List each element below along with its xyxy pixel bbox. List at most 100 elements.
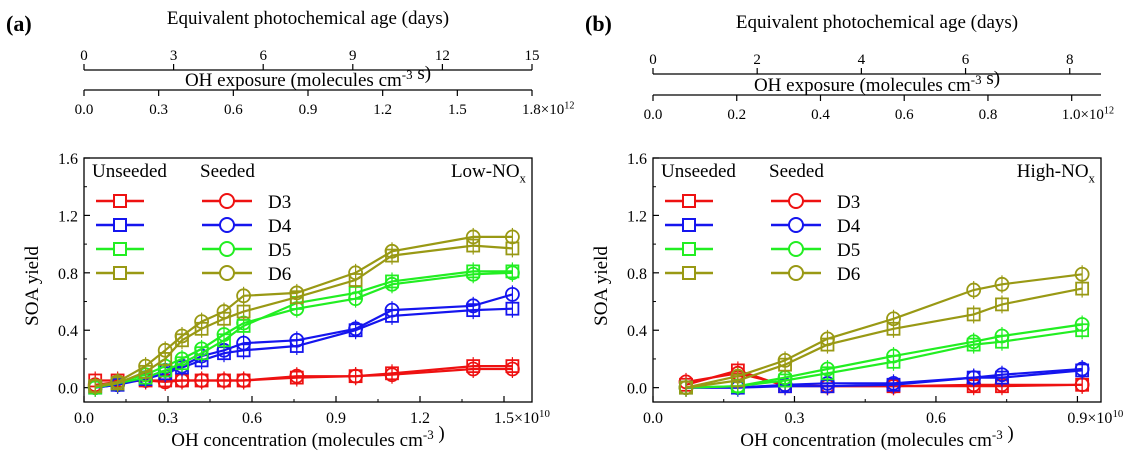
series-line [686,367,1083,389]
data-point-square [236,304,251,319]
data-point-circle [289,368,305,384]
data-point-circle [505,229,520,245]
legend-circle-marker [788,217,804,233]
x-tick-label: 0.3 [784,410,804,427]
data-point-circle [1074,266,1090,282]
top-axis-1-tick-label: 0.9 [299,102,318,118]
data-point-circle [994,328,1010,344]
data-point-circle [820,361,835,377]
data-point-circle [505,361,520,377]
y-tick-label: 0.4 [58,323,78,340]
top-axis-1-tick-label: 0.0 [75,102,94,118]
series-line [95,244,513,388]
top-axis-1-tick-label: 0.6 [224,102,243,118]
series-line [685,287,1083,389]
top-axis-2-tick-label: 9 [349,48,357,64]
top-axis-2-tick-label: 6 [259,48,267,64]
legend-label: D3 [268,192,291,213]
data-point-circle [465,229,481,245]
top-axis-2-tick-label: 0 [649,52,657,68]
top-axis-1-tick-label: 1.0×1012 [1062,105,1114,123]
legend-circle-marker [788,265,804,281]
y-axis-label: SOA yield [591,246,612,326]
data-point-circle [966,282,982,298]
top-axis-2-tick-label: 4 [858,52,866,68]
legend-label: D4 [837,216,861,237]
data-point-circle [194,373,210,388]
plot-frame [83,157,533,403]
data-point-circle [174,351,190,367]
legend-square-marker [113,218,127,232]
legend-header-unseeded: Unseeded [661,161,736,182]
data-point-circle [465,298,481,314]
y-tick-label: 0.0 [627,381,647,398]
y-tick-label: 0.0 [58,381,78,398]
top-axis-1-tick-label: 0.8 [979,107,998,123]
series-D3-square [88,357,520,390]
panel-label: (a) [6,11,32,36]
top-axis-1-label: OH exposure (molecules cm-3 s) [754,68,1000,96]
series-line [685,323,1083,389]
top-axis-2-label: Equivalent photochemical age (days) [736,12,1018,33]
x-tick-label: 0.0 [643,410,663,427]
x-tick-label: 0.9 [326,410,346,427]
legend-circle-marker [219,193,235,209]
legend-circle-marker [219,241,235,257]
x-tick-label: 0.6 [926,410,946,427]
legend-square-marker [113,266,127,280]
legend-square-marker [682,266,696,280]
legend-label: D4 [268,216,292,237]
top-axis-1-tick-label: 1.5 [448,102,467,118]
legend-label: D5 [268,240,291,261]
data-point-circle [216,373,232,388]
data-point-circle [730,368,746,384]
y-tick-label: 1.6 [627,151,647,168]
data-point-circle [174,328,190,344]
x-axis-label: OH concentration (molecules cm-3 ) [171,423,445,451]
data-point-circle [1074,317,1090,332]
legend-square-marker [113,242,127,256]
top-axis-1-tick-label: 0.4 [811,107,830,123]
data-point-circle [820,331,835,347]
legend-header-seeded: Seeded [769,161,824,182]
plot-frame [652,157,1102,403]
data-point-circle [994,367,1010,383]
legend-label: D3 [837,192,860,213]
legend-header-seeded: Seeded [200,161,255,182]
data-point-circle [886,348,901,364]
data-point-circle [110,374,125,390]
data-point-circle [465,361,481,377]
panel-a: (a) 0.0 0.3 0.6 0.9 1.2 1.5×1010 OH concentrati… [6,8,574,451]
y-tick-label: 1.2 [627,208,647,225]
data-point-circle [678,380,694,396]
panel-label: (b) [585,11,612,36]
x-tick-label: 0.6 [242,410,262,427]
data-point-circle [465,266,481,282]
legend-circle-marker [788,193,804,209]
y-tick-label: 1.6 [58,151,78,168]
x-axis-label: OH concentration (molecules cm-3 ) [740,423,1014,451]
top-axis-2-tick-label: 2 [753,52,761,68]
data-point-circle [157,342,173,358]
top-axis-1-label: OH exposure (molecules cm-3 s) [185,63,431,91]
x-tick-label: 0.0 [74,410,94,427]
data-point-circle [194,341,210,357]
data-point-circle [348,321,364,337]
top-axis-2-tick-label: 12 [435,48,450,64]
legend-label: D6 [268,264,291,285]
top-axis-1-tick-label: 0.2 [727,107,746,123]
data-point-circle [236,335,252,351]
data-point-circle [777,352,793,368]
data-point-circle [348,291,364,307]
data-point-circle [348,368,364,384]
data-point-circle [384,276,400,292]
top-axis-2-tick-label: 0 [80,48,88,64]
top-axis-1-tick-label: 1.2 [373,102,392,118]
series-D6-circle [87,227,520,396]
data-point-circle [87,378,103,394]
data-point-circle [216,304,232,319]
legend-square-marker [682,218,696,232]
data-point-circle [348,265,364,281]
top-axis-2-tick-label: 6 [962,52,970,68]
